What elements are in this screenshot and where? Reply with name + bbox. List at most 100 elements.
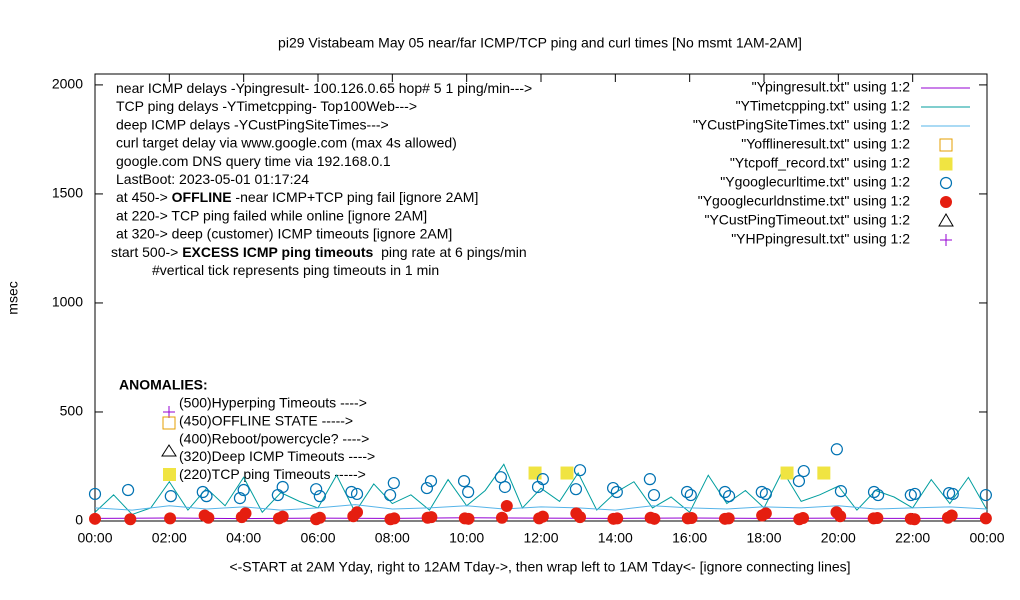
data-point [88,487,102,501]
x-tick-label: 06:00 [300,530,335,546]
data-point [685,511,698,524]
data-point [528,466,542,480]
annotation: start 500-> EXCESS ICMP ping timeouts pi… [111,244,527,260]
annotation-part: ping rate at 6 pings/min [373,244,526,260]
legend-swatch [939,138,953,152]
data-point [420,481,433,495]
data-point [237,483,250,497]
data-point [310,483,323,496]
data-point [350,487,364,501]
data-point [121,483,135,497]
x-tick-label: 02:00 [152,530,187,546]
data-point [313,511,326,524]
legend-label: "Ygooglecurldnstime.txt" using 1:2 [698,193,910,209]
legend-label: "Ygooglecurltime.txt" using 1:2 [720,174,910,190]
data-point [872,488,885,502]
data-point [462,512,475,525]
data-point [817,466,831,480]
annotation-part: EXCESS ICMP ping timeouts [182,244,373,260]
data-point [89,512,101,525]
y-tick-label: 1500 [52,185,83,201]
data-point [573,464,587,477]
data-point [945,509,958,522]
data-point [759,487,772,501]
annotation: #vertical tick represents ping timeouts … [152,262,439,278]
x-tick-label: 14:00 [598,530,633,546]
data-point [647,488,661,502]
annotation-part: curl target delay via www.google.com (ma… [116,134,457,150]
annotation: LastBoot: 2023-05-01 01:17:24 [116,171,309,187]
data-point [462,485,475,499]
data-point [908,513,921,526]
annotation-part: google.com DNS query time via 192.168.0.… [116,153,391,169]
data-point [867,485,881,499]
annotation-part: at 320-> deep (customer) ICMP timeouts [… [116,225,452,241]
legend-label: "Ytcpoff_record.txt" using 1:2 [730,155,910,171]
anomaly-label: (450)OFFLINE STATE -----> [179,413,353,429]
data-point [780,466,794,480]
data-point [648,512,661,525]
annotation-part: at 220-> TCP ping failed while online [i… [116,207,427,223]
annotation-part: at 450-> [116,189,172,205]
legend-label: "YHPpingresult.txt" using 1:2 [731,231,910,247]
data-point [196,485,209,499]
chart-title: pi29 Vistabeam May 05 near/far ICMP/TCP … [278,35,802,51]
data-point [871,511,884,524]
data-point [908,487,921,501]
data-point [239,507,252,520]
data-point [834,510,847,523]
data-point [610,485,623,499]
data-point [536,473,549,486]
data-point [680,485,694,499]
data-point [351,506,364,519]
data-point [611,512,624,525]
x-tick-label: 12:00 [523,530,558,546]
annotation-part: #vertical tick represents ping timeouts … [152,262,439,278]
data-point [718,485,732,499]
data-point [792,474,806,488]
anomaly-label: (500)Hyperping Timeouts ----> [179,395,367,411]
x-tick-label: 10:00 [449,530,484,546]
legend-label: "Yofflineresult.txt" using 1:2 [741,136,910,152]
data-point [979,488,992,502]
legend-swatch [939,176,953,190]
data-point [684,488,697,502]
data-point [164,512,177,525]
data-point [536,510,549,523]
data-point [387,476,400,490]
x-tick-label: 22:00 [895,530,930,546]
data-point [276,510,289,523]
data-point [200,490,213,503]
annotation-part: TCP ping delays -YTimetcpping- Top100Web… [116,98,417,114]
anomaly-label: (320)Deep ICMP Timeouts ----> [179,448,375,464]
triangle-symbol [161,444,177,457]
data-point [834,485,848,498]
annotation: google.com DNS query time via 192.168.0.… [116,153,391,169]
legend-label: "Ypingresult.txt" using 1:2 [752,79,911,95]
data-point [946,487,959,501]
data-point [569,483,583,496]
data-point [560,466,574,480]
legend-swatch [939,157,953,171]
y-tick-label: 2000 [52,76,83,92]
anomaly-symbols [161,406,177,481]
y-tick-label: 500 [60,403,84,419]
data-point [345,485,358,499]
data-point [643,473,656,486]
annotation-part: start 500-> [111,244,182,260]
x-axis-label: <-START at 2AM Yday, right to 12AM Tday-… [229,559,850,575]
data-point [388,512,401,525]
data-point [124,513,137,526]
data-point [797,511,810,524]
annotation-part: OFFLINE [172,189,232,205]
data-point [500,499,513,512]
annotation-part: LastBoot: 2023-05-01 01:17:24 [116,171,309,187]
anomaly-label: (400)Reboot/powercycle? ----> [179,430,369,446]
x-tick-label: 04:00 [226,530,261,546]
x-tick-label: 00:00 [969,530,1004,546]
annotation: deep ICMP delays -YCustPingSiteTimes---> [116,116,389,132]
legend-label: "YCustPingTimeout.txt" using 1:2 [704,212,910,228]
data-point [384,488,397,502]
legend-swatch [940,234,952,246]
